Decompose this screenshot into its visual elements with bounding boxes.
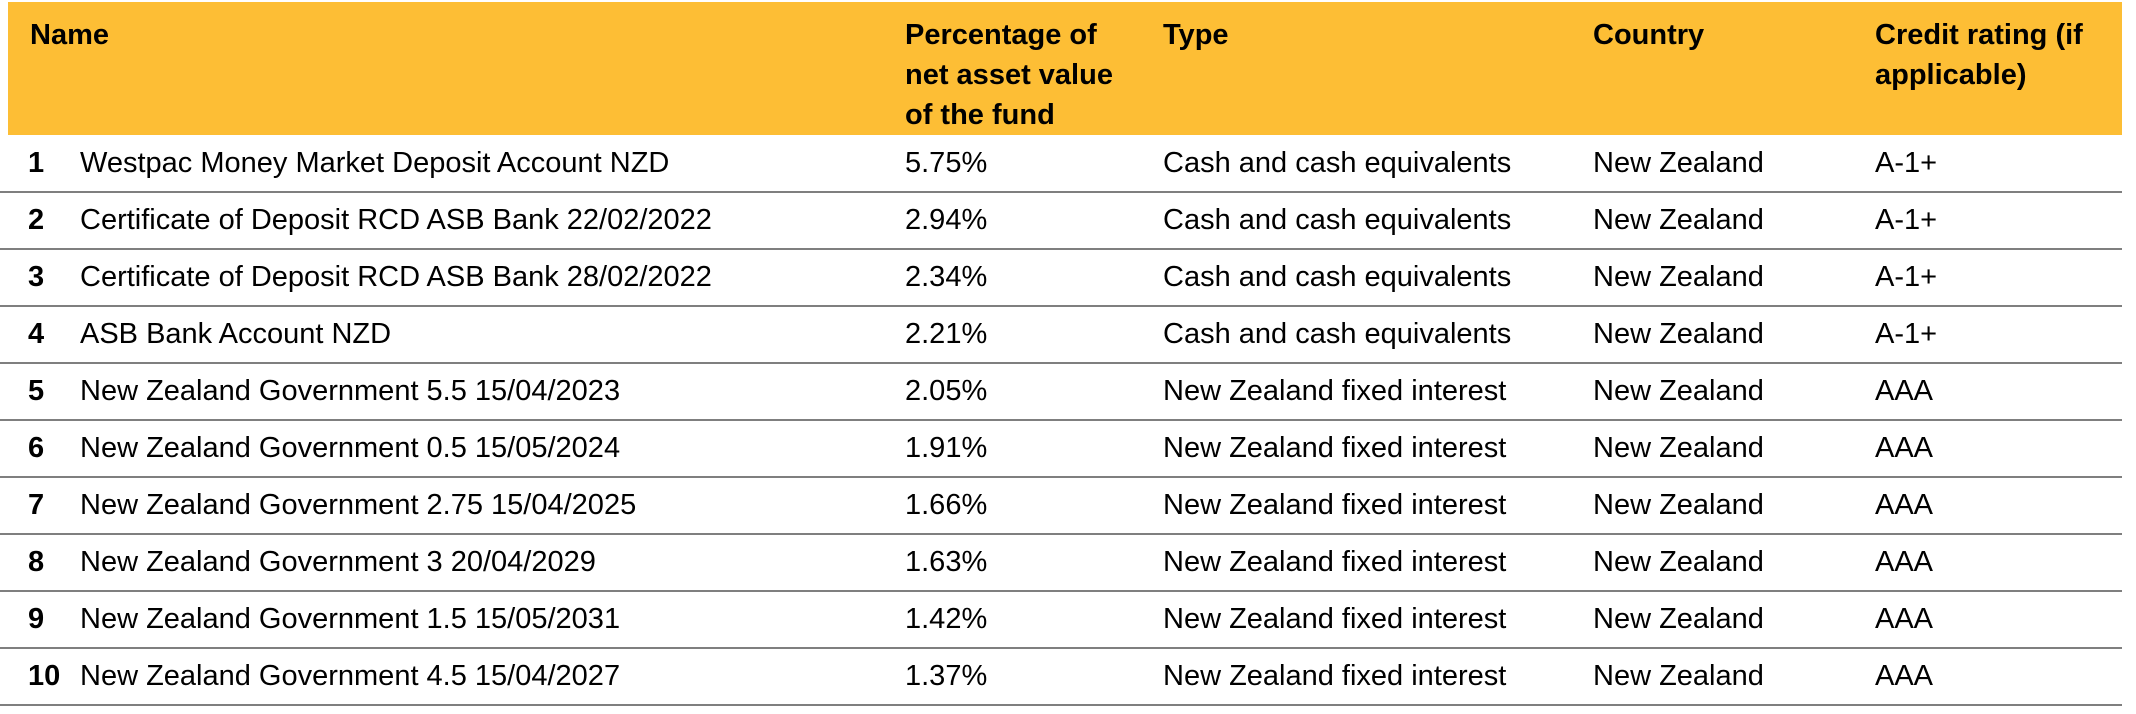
cell-name: New Zealand Government 5.5 15/04/2023 xyxy=(80,363,905,421)
cell-credit-rating: AAA xyxy=(1875,591,2122,649)
cell-country: New Zealand xyxy=(1593,591,1875,649)
column-header-type: Type xyxy=(1163,2,1593,135)
table-row: 2 Certificate of Deposit RCD ASB Bank 22… xyxy=(0,192,2122,250)
cell-credit-rating: AAA xyxy=(1875,363,2122,421)
cell-type: New Zealand fixed interest xyxy=(1163,420,1593,478)
cell-name: New Zealand Government 1.5 15/05/2031 xyxy=(80,591,905,649)
row-number: 6 xyxy=(0,420,80,478)
cell-country: New Zealand xyxy=(1593,534,1875,592)
table-row: 10 New Zealand Government 4.5 15/04/2027… xyxy=(0,648,2122,706)
cell-percentage: 1.91% xyxy=(905,420,1163,478)
cell-percentage: 2.94% xyxy=(905,192,1163,250)
table-row: 5 New Zealand Government 5.5 15/04/2023 … xyxy=(0,363,2122,421)
cell-percentage: 2.34% xyxy=(905,249,1163,307)
table-row: 7 New Zealand Government 2.75 15/04/2025… xyxy=(0,477,2122,535)
cell-name: Westpac Money Market Deposit Account NZD xyxy=(80,135,905,193)
cell-credit-rating: A-1+ xyxy=(1875,249,2122,307)
cell-name: New Zealand Government 0.5 15/05/2024 xyxy=(80,420,905,478)
cell-name: Certificate of Deposit RCD ASB Bank 22/0… xyxy=(80,192,905,250)
table-row: 3 Certificate of Deposit RCD ASB Bank 28… xyxy=(0,249,2122,307)
cell-country: New Zealand xyxy=(1593,135,1875,193)
cell-percentage: 1.42% xyxy=(905,591,1163,649)
fund-holdings-table: Name Percentage of net asset value of th… xyxy=(0,2,2122,706)
row-number: 3 xyxy=(0,249,80,307)
row-number: 10 xyxy=(0,648,80,706)
cell-type: Cash and cash equivalents xyxy=(1163,192,1593,250)
cell-name: New Zealand Government 2.75 15/04/2025 xyxy=(80,477,905,535)
cell-name: New Zealand Government 3 20/04/2029 xyxy=(80,534,905,592)
cell-type: New Zealand fixed interest xyxy=(1163,363,1593,421)
cell-type: Cash and cash equivalents xyxy=(1163,306,1593,364)
cell-country: New Zealand xyxy=(1593,648,1875,706)
cell-type: New Zealand fixed interest xyxy=(1163,648,1593,706)
table-row: 9 New Zealand Government 1.5 15/05/2031 … xyxy=(0,591,2122,649)
cell-country: New Zealand xyxy=(1593,363,1875,421)
cell-type: New Zealand fixed interest xyxy=(1163,477,1593,535)
cell-percentage: 5.75% xyxy=(905,135,1163,193)
row-number: 9 xyxy=(0,591,80,649)
cell-percentage: 2.05% xyxy=(905,363,1163,421)
cell-country: New Zealand xyxy=(1593,420,1875,478)
cell-type: New Zealand fixed interest xyxy=(1163,534,1593,592)
cell-type: New Zealand fixed interest xyxy=(1163,591,1593,649)
cell-credit-rating: AAA xyxy=(1875,477,2122,535)
table-row: 8 New Zealand Government 3 20/04/2029 1.… xyxy=(0,534,2122,592)
cell-credit-rating: A-1+ xyxy=(1875,192,2122,250)
cell-credit-rating: A-1+ xyxy=(1875,306,2122,364)
cell-credit-rating: AAA xyxy=(1875,420,2122,478)
column-header-name: Name xyxy=(0,2,905,135)
cell-type: Cash and cash equivalents xyxy=(1163,135,1593,193)
cell-country: New Zealand xyxy=(1593,477,1875,535)
cell-percentage: 2.21% xyxy=(905,306,1163,364)
column-header-percentage: Percentage of net asset value of the fun… xyxy=(905,2,1163,135)
row-number: 5 xyxy=(0,363,80,421)
column-header-country: Country xyxy=(1593,2,1875,135)
row-number: 2 xyxy=(0,192,80,250)
row-number: 7 xyxy=(0,477,80,535)
cell-percentage: 1.63% xyxy=(905,534,1163,592)
cell-name: New Zealand Government 4.5 15/04/2027 xyxy=(80,648,905,706)
cell-percentage: 1.37% xyxy=(905,648,1163,706)
cell-credit-rating: AAA xyxy=(1875,648,2122,706)
cell-percentage: 1.66% xyxy=(905,477,1163,535)
table-row: 1 Westpac Money Market Deposit Account N… xyxy=(0,135,2122,193)
column-header-credit-rating: Credit rating (if applicable) xyxy=(1875,2,2122,135)
cell-country: New Zealand xyxy=(1593,306,1875,364)
row-number: 1 xyxy=(0,135,80,193)
table-row: 4 ASB Bank Account NZD 2.21% Cash and ca… xyxy=(0,306,2122,364)
row-number: 4 xyxy=(0,306,80,364)
table-row: 6 New Zealand Government 0.5 15/05/2024 … xyxy=(0,420,2122,478)
table-header-row: Name Percentage of net asset value of th… xyxy=(0,2,2122,135)
cell-credit-rating: AAA xyxy=(1875,534,2122,592)
cell-credit-rating: A-1+ xyxy=(1875,135,2122,193)
cell-type: Cash and cash equivalents xyxy=(1163,249,1593,307)
row-number: 8 xyxy=(0,534,80,592)
cell-name: Certificate of Deposit RCD ASB Bank 28/0… xyxy=(80,249,905,307)
cell-country: New Zealand xyxy=(1593,249,1875,307)
cell-name: ASB Bank Account NZD xyxy=(80,306,905,364)
cell-country: New Zealand xyxy=(1593,192,1875,250)
